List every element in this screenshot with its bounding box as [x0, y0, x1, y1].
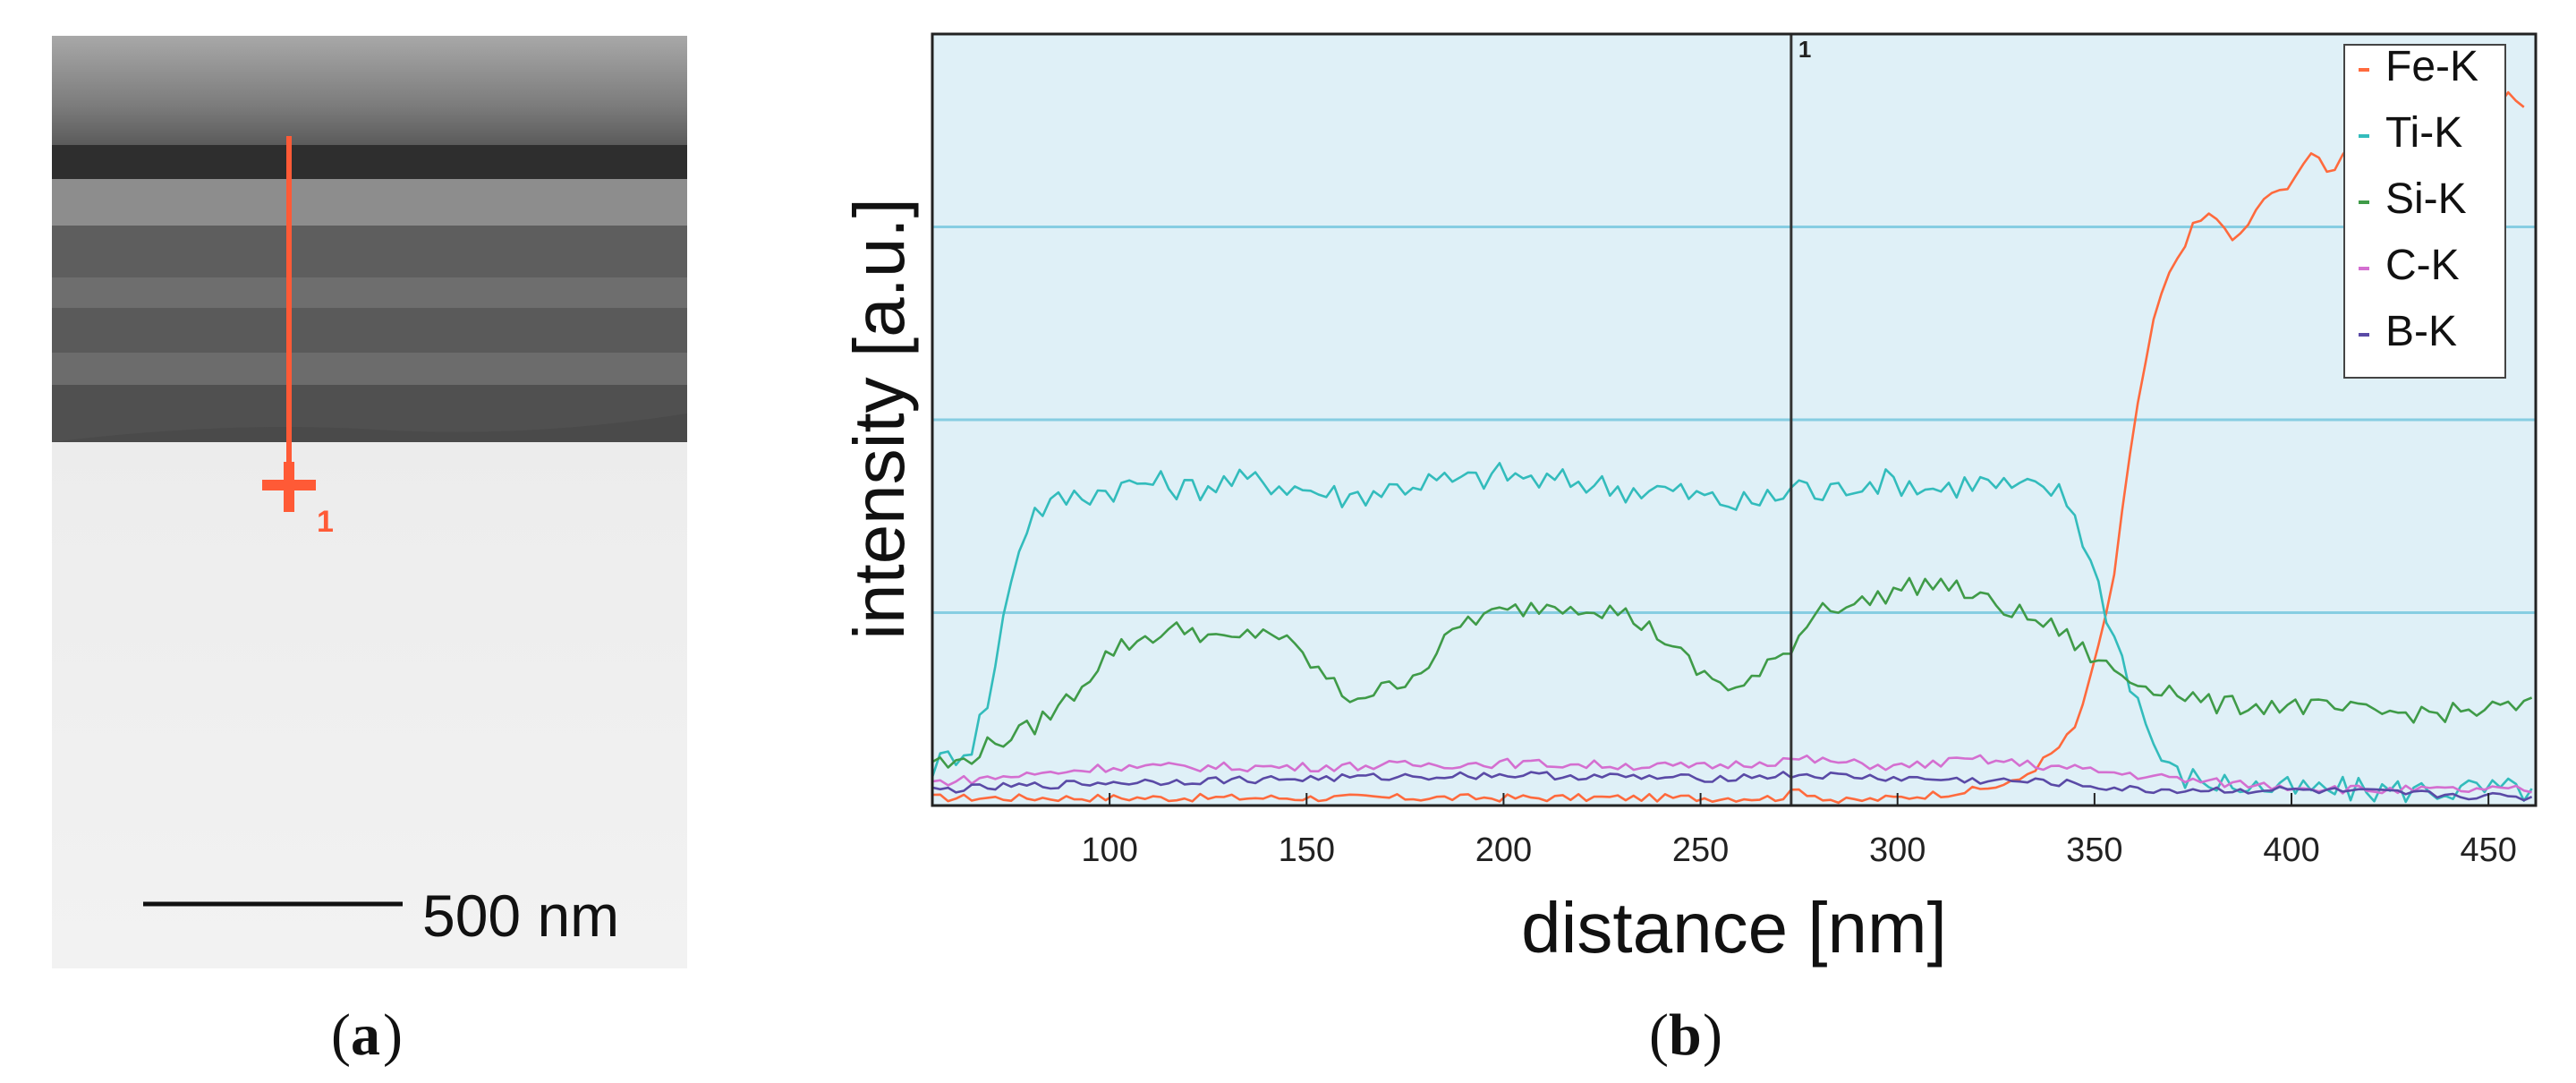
- legend-label-si-k: Si-K: [2385, 175, 2467, 223]
- caption-a-close: ): [383, 1002, 403, 1068]
- x-tick-label-100: 100: [1081, 831, 1137, 869]
- micrograph-band-2: [52, 277, 687, 308]
- caption-a-open: (: [331, 1002, 351, 1068]
- micrograph-band-3: [52, 308, 687, 353]
- legend-box: [2343, 44, 2506, 379]
- caption-b-letter: b: [1669, 1002, 1702, 1068]
- micrograph-band-1: [52, 226, 687, 277]
- micrograph-band-light: [52, 179, 687, 226]
- x-tick-label-300: 300: [1869, 831, 1926, 869]
- legend-label-ti-k: Ti-K: [2385, 109, 2462, 157]
- legend-label-fe-k: Fe-K: [2385, 43, 2478, 90]
- micrograph-top-layer: [52, 36, 687, 152]
- legend-label-c-k: C-K: [2385, 242, 2460, 289]
- caption-a-letter: a: [351, 1002, 380, 1068]
- caption-b-open: (: [1649, 1002, 1669, 1068]
- x-tick-label-150: 150: [1279, 831, 1335, 869]
- plot-frame: [931, 32, 2538, 807]
- series-line-fe-k: [932, 90, 2525, 805]
- caption-b: ( b ): [1649, 1002, 1722, 1068]
- x-tick-label-250: 250: [1672, 831, 1729, 869]
- caption-b-close: ): [1703, 1002, 1722, 1068]
- micrograph-interface: [52, 414, 687, 442]
- series-line-si-k: [932, 576, 2533, 769]
- caption-a: ( a ): [331, 1002, 403, 1068]
- scale-bar-label: 500 nm: [422, 883, 619, 949]
- linescan-marker-label: 1: [317, 505, 334, 539]
- legend: Fe-K Ti-K Si-K C-K B-K: [2343, 43, 2506, 379]
- series-line-c-k: [932, 754, 2532, 795]
- x-axis-label: distance [nm]: [1521, 888, 1947, 968]
- chart: 1 100 150 200 250 300 350 400 450 distance [nm]…: [839, 32, 2538, 968]
- micrograph-band-4: [52, 353, 687, 385]
- cursor-label: 1: [1798, 36, 1811, 63]
- x-tick-label-400: 400: [2263, 831, 2319, 869]
- x-ticks: 100 150 200 250 300 350 400 450: [1081, 793, 2517, 869]
- micrograph-dark-band: [52, 145, 687, 179]
- series-line-b-k: [932, 771, 2533, 802]
- x-tick-label-200: 200: [1475, 831, 1532, 869]
- series-group: [932, 90, 2533, 805]
- x-tick-label-350: 350: [2066, 831, 2122, 869]
- micrograph-panel: 1 500 nm: [52, 36, 687, 968]
- legend-label-b-k: B-K: [2385, 308, 2457, 355]
- y-axis-label: intensity [a.u.]: [839, 198, 919, 640]
- x-tick-label-450: 450: [2460, 831, 2516, 869]
